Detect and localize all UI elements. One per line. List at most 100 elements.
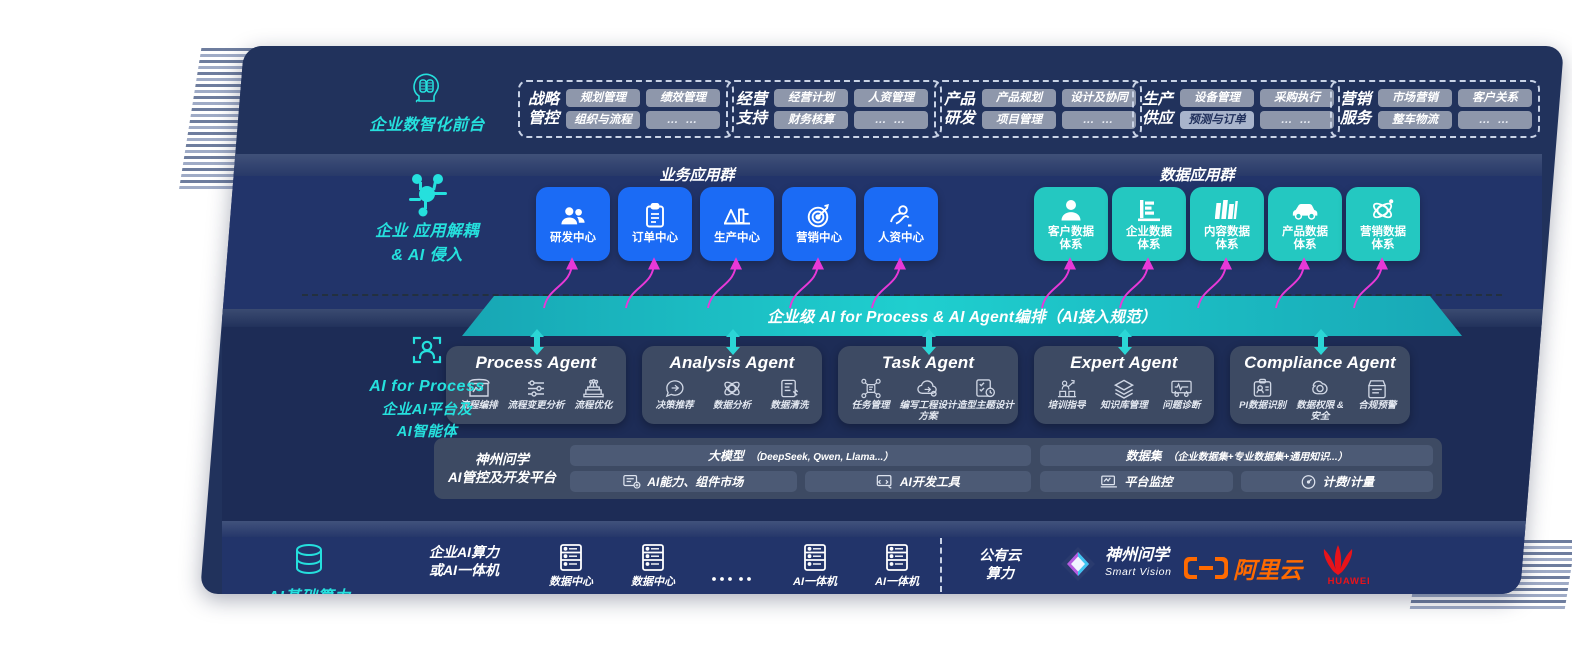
domain-chips: 设备管理 采购执行 预测与订单 … … xyxy=(1180,89,1335,129)
stripe xyxy=(1410,600,1567,603)
agent-capability[interactable]: PI数据识别 xyxy=(1234,377,1291,422)
domain-chip[interactable]: 市场营销 xyxy=(1378,89,1453,107)
domain-chip[interactable]: 绩效管理 xyxy=(646,89,721,107)
vendor-smartvision[interactable]: 神州问学 Smart Vision xyxy=(1058,544,1172,584)
chart-box-icon xyxy=(450,377,507,399)
domain-group[interactable]: 战略 管控 规划管理 绩效管理 组织与流程 … … xyxy=(518,80,734,138)
domain-chip[interactable]: 产品规划 xyxy=(982,89,1057,107)
app-tile[interactable]: 产品数据 体系 xyxy=(1268,187,1342,261)
bar-monitor[interactable]: 平台监控 xyxy=(1040,471,1233,492)
infra-node[interactable]: 数据中心 xyxy=(622,539,684,589)
orchestration-link-arrow xyxy=(1312,329,1330,355)
agent-capability[interactable]: 任务管理 xyxy=(842,377,899,422)
infra-node[interactable]: AI一体机 xyxy=(784,539,846,589)
app-tile[interactable]: 订单中心 xyxy=(618,187,692,261)
agent-capability[interactable]: 流程优化 xyxy=(565,377,622,411)
bar-billing[interactable]: 计费/计量 xyxy=(1240,471,1433,492)
app-tile[interactable]: 营销数据 体系 xyxy=(1346,187,1420,261)
agent-capability[interactable]: 数据权限 & 安全 xyxy=(1291,377,1348,422)
rail-decouple: 企业 应用解耦 & AI 侵入 xyxy=(332,172,522,266)
domain-chip[interactable]: 组织与流程 xyxy=(566,111,641,129)
agent-card[interactable]: Analysis Agent 决策推荐 数据分析 数据清洗 xyxy=(642,346,822,424)
agent-capability[interactable]: 问题诊断 xyxy=(1153,377,1210,411)
bar-devtools[interactable]: AI开发工具 xyxy=(804,471,1032,492)
agent-capability[interactable]: 流程变更分析 xyxy=(507,377,565,411)
domain-chip[interactable]: … … xyxy=(1062,111,1137,129)
alert-box-icon xyxy=(1349,377,1406,399)
cloud-gear-icon xyxy=(899,377,956,399)
domain-chip[interactable]: 预测与订单 xyxy=(1180,111,1255,129)
domain-chip[interactable]: 财务核算 xyxy=(774,111,849,129)
domain-chip[interactable]: 经营计划 xyxy=(774,89,849,107)
infra-node[interactable]: AI一体机 xyxy=(866,539,928,589)
bar-dataset-sub: （企业数据集+专业数据集+通用知识...） xyxy=(1167,452,1348,463)
domain-chip[interactable]: 规划管理 xyxy=(566,89,641,107)
domain-group[interactable]: 营销 服务 市场营销 客户关系 整车物流 … … xyxy=(1330,80,1540,138)
domain-chip[interactable]: 设备管理 xyxy=(1180,89,1255,107)
agent-capability[interactable]: 决策推荐 xyxy=(646,377,703,411)
domain-group[interactable]: 产品 研发 产品规划 设计及协同 项目管理 … … xyxy=(934,80,1142,138)
domain-chip[interactable]: … … xyxy=(1458,111,1533,129)
app-tile[interactable]: 企业数据 体系 xyxy=(1112,187,1186,261)
agent-card[interactable]: Expert Agent 培训指导 知识库管理 问题诊断 xyxy=(1034,346,1214,424)
app-tile[interactable]: 客户数据 体系 xyxy=(1034,187,1108,261)
sliders-icon xyxy=(507,377,564,399)
person-scan-icon xyxy=(332,327,522,373)
agent-capability[interactable]: 合规预警 xyxy=(1349,377,1406,422)
task-net-icon xyxy=(842,377,899,399)
agent-capability[interactable]: 流程编排 xyxy=(450,377,507,411)
infra-node-label: 数据中心 xyxy=(631,576,675,588)
factory-icon xyxy=(723,203,751,229)
agent-card[interactable]: Process Agent 流程编排 流程变更分析 流程优化 xyxy=(446,346,626,424)
app-tile-label: 订单中心 xyxy=(632,232,678,244)
agent-card[interactable]: Compliance Agent PI数据识别 数据权限 & 安全 合规预警 xyxy=(1230,346,1410,424)
domain-chip[interactable]: 采购执行 xyxy=(1260,89,1335,107)
vendor-huawei[interactable]: HUAWEI xyxy=(1314,542,1384,587)
domain-group[interactable]: 生产 供应 设备管理 采购执行 预测与订单 … … xyxy=(1132,80,1340,138)
stripe xyxy=(1411,594,1568,597)
platform-name: 神州问学 AI管控及开发平台 xyxy=(443,451,561,487)
bar-models[interactable]: 大模型 （DeepSeek, Qwen, Llama...） xyxy=(570,445,1032,466)
orchestration-link-arrow xyxy=(528,329,546,355)
app-tile[interactable]: 内容数据 体系 xyxy=(1190,187,1264,261)
clean-data-icon xyxy=(761,377,818,399)
domain-group[interactable]: 经营 支持 经营计划 人资管理 财务核算 … … xyxy=(726,80,942,138)
agent-card[interactable]: Task Agent 任务管理 编写工程设计方案 造型主题设计 xyxy=(838,346,1018,424)
agent-capability[interactable]: 造型主题设计 xyxy=(957,377,1014,422)
app-tile[interactable]: 研发中心 xyxy=(536,187,610,261)
agent-capability[interactable]: 编写工程设计方案 xyxy=(899,377,957,422)
bar-dataset[interactable]: 数据集 （企业数据集+专业数据集+通用知识...） xyxy=(1040,445,1433,466)
building-icon xyxy=(1137,197,1161,223)
agent-capability[interactable]: 数据清洗 xyxy=(761,377,818,411)
app-tile[interactable]: 生产中心 xyxy=(700,187,774,261)
domain-chip[interactable]: 整车物流 xyxy=(1378,111,1453,129)
app-tile[interactable]: 营销中心 xyxy=(782,187,856,261)
vendor-aliyun[interactable]: 阿里云 xyxy=(1184,551,1302,585)
agent-capability[interactable]: 数据分析 xyxy=(703,377,760,411)
domain-chip[interactable]: … … xyxy=(854,111,929,129)
domain-group-name: 营销 服务 xyxy=(1340,91,1372,127)
agent-capability[interactable]: 培训指导 xyxy=(1038,377,1095,411)
bar-models-sub: （DeepSeek, Qwen, Llama...） xyxy=(749,452,894,463)
infra-node[interactable] xyxy=(702,552,764,586)
domain-chips: 经营计划 人资管理 财务核算 … … xyxy=(774,89,929,129)
domain-chip[interactable]: … … xyxy=(646,111,721,129)
domain-chip-row: 预测与订单 … … xyxy=(1180,111,1335,129)
business-cluster-title: 业务应用群 xyxy=(659,167,735,184)
domain-chip[interactable]: … … xyxy=(1260,111,1335,129)
domain-chip[interactable]: 设计及协同 xyxy=(1062,89,1137,107)
agent-capabilities: 任务管理 编写工程设计方案 造型主题设计 xyxy=(838,377,1018,422)
platform-strip: 神州问学 AI管控及开发平台 大模型 （DeepSeek, Qwen, Llam… xyxy=(434,438,1442,499)
atom-icon xyxy=(1371,197,1396,223)
user-icon xyxy=(1059,197,1083,223)
infra-node[interactable]: 数据中心 xyxy=(540,539,602,589)
agent-capability[interactable]: 知识库管理 xyxy=(1095,377,1152,411)
app-tile[interactable]: 人资中心 xyxy=(864,187,938,261)
bar-ai-ability[interactable]: AI能力、组件市场 xyxy=(570,471,797,492)
domain-chip[interactable]: 项目管理 xyxy=(982,111,1057,129)
agent-capability-label: 决策推荐 xyxy=(655,400,694,411)
domain-chip[interactable]: 客户关系 xyxy=(1458,89,1533,107)
agent-capabilities: 培训指导 知识库管理 问题诊断 xyxy=(1034,377,1214,411)
rail-label-line3: AI智能体 xyxy=(396,424,458,440)
domain-chip[interactable]: 人资管理 xyxy=(854,89,929,107)
